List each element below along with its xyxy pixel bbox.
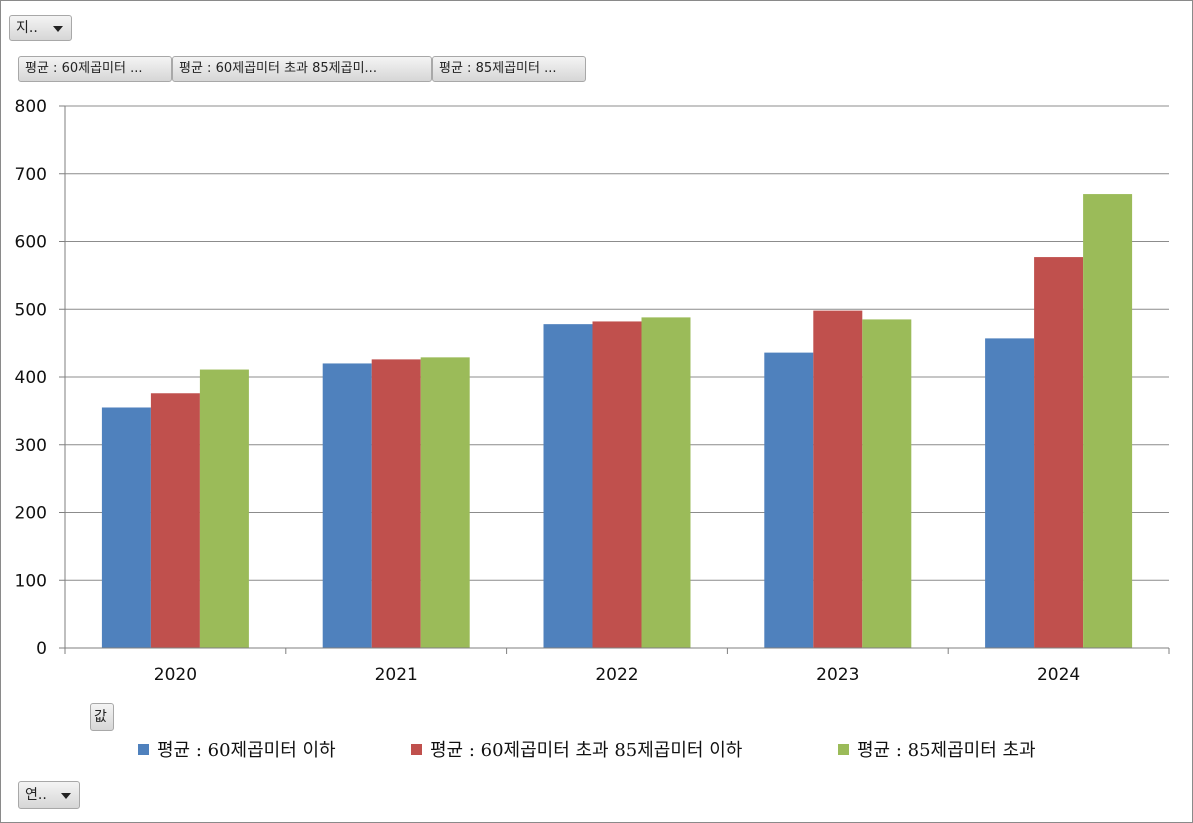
legend-label-3: 평균 : 85제곱미터 초과 xyxy=(857,740,1036,761)
year-filter-dropdown[interactable]: 연.. xyxy=(18,781,80,809)
values-button[interactable]: 값 xyxy=(90,703,114,731)
x-tick-label: 2023 xyxy=(816,665,859,685)
bar-2023-series-1 xyxy=(764,352,814,648)
legend-label-1: 평균 : 60제곱미터 이하 xyxy=(157,740,336,761)
y-tick-label: 0 xyxy=(36,639,47,659)
year-filter-label: 연.. xyxy=(25,787,47,803)
y-tick-label: 100 xyxy=(15,571,47,591)
value-field-label-1: 평균 : 60제곱미터 ... xyxy=(25,61,143,76)
y-tick-label: 700 xyxy=(15,165,47,185)
y-tick-label: 800 xyxy=(15,97,47,117)
bar-2022-series-3 xyxy=(641,317,691,648)
legend-swatch-1 xyxy=(138,743,149,755)
bar-2022-series-2 xyxy=(592,321,642,648)
bar-2024-series-2 xyxy=(1034,257,1084,648)
bar-2020-series-2 xyxy=(150,393,200,648)
x-tick-label: 2022 xyxy=(595,665,638,685)
chevron-down-icon xyxy=(61,793,71,799)
axes: 0 100 200 300 400 500 600 700 800 2020 2021 2022 202… xyxy=(15,97,1170,685)
legend-swatch-2 xyxy=(411,743,422,755)
value-field-label-3: 평균 : 85제곱미터 ... xyxy=(439,61,557,76)
y-tick-label: 200 xyxy=(15,504,47,524)
legend-swatch-3 xyxy=(838,743,849,755)
bar-2021-series-2 xyxy=(371,359,421,648)
values-button-label: 값 xyxy=(94,709,107,725)
x-tick-label: 2021 xyxy=(375,665,418,685)
value-field-button-3[interactable]: 평균 : 85제곱미터 ... xyxy=(432,56,586,82)
bar-2022-series-1 xyxy=(543,324,593,648)
value-field-button-2[interactable]: 평균 : 60제곱미터 초과 85제곱미... xyxy=(172,56,432,82)
bar-2021-series-3 xyxy=(420,357,470,648)
y-tick-label: 500 xyxy=(15,300,47,320)
value-field-button-1[interactable]: 평균 : 60제곱미터 ... xyxy=(18,56,172,82)
bar-2024-series-1 xyxy=(985,338,1035,648)
bar-2024-series-3 xyxy=(1083,194,1133,648)
legend-item-1: 평균 : 60제곱미터 이하 xyxy=(138,736,336,762)
region-filter-label: 지.. xyxy=(16,20,38,36)
bar-2020-series-1 xyxy=(101,407,151,648)
chevron-down-icon xyxy=(53,26,63,32)
legend-label-2: 평균 : 60제곱미터 초과 85제곱미터 이하 xyxy=(430,740,743,761)
x-tick-label: 2020 xyxy=(154,665,197,685)
bars xyxy=(101,194,1133,648)
value-field-label-2: 평균 : 60제곱미터 초과 85제곱미... xyxy=(179,61,377,76)
bar-2023-series-2 xyxy=(813,310,863,648)
y-tick-label: 400 xyxy=(15,368,47,388)
bar-2023-series-3 xyxy=(862,319,912,648)
x-tick-label: 2024 xyxy=(1037,665,1080,685)
bar-2020-series-3 xyxy=(199,369,249,648)
y-tick-label: 300 xyxy=(15,436,47,456)
legend-item-3: 평균 : 85제곱미터 초과 xyxy=(838,736,1036,762)
bar-2021-series-1 xyxy=(322,363,372,648)
legend-item-2: 평균 : 60제곱미터 초과 85제곱미터 이하 xyxy=(411,736,742,762)
region-filter-dropdown[interactable]: 지.. xyxy=(9,15,72,41)
y-tick-label: 600 xyxy=(15,233,47,253)
